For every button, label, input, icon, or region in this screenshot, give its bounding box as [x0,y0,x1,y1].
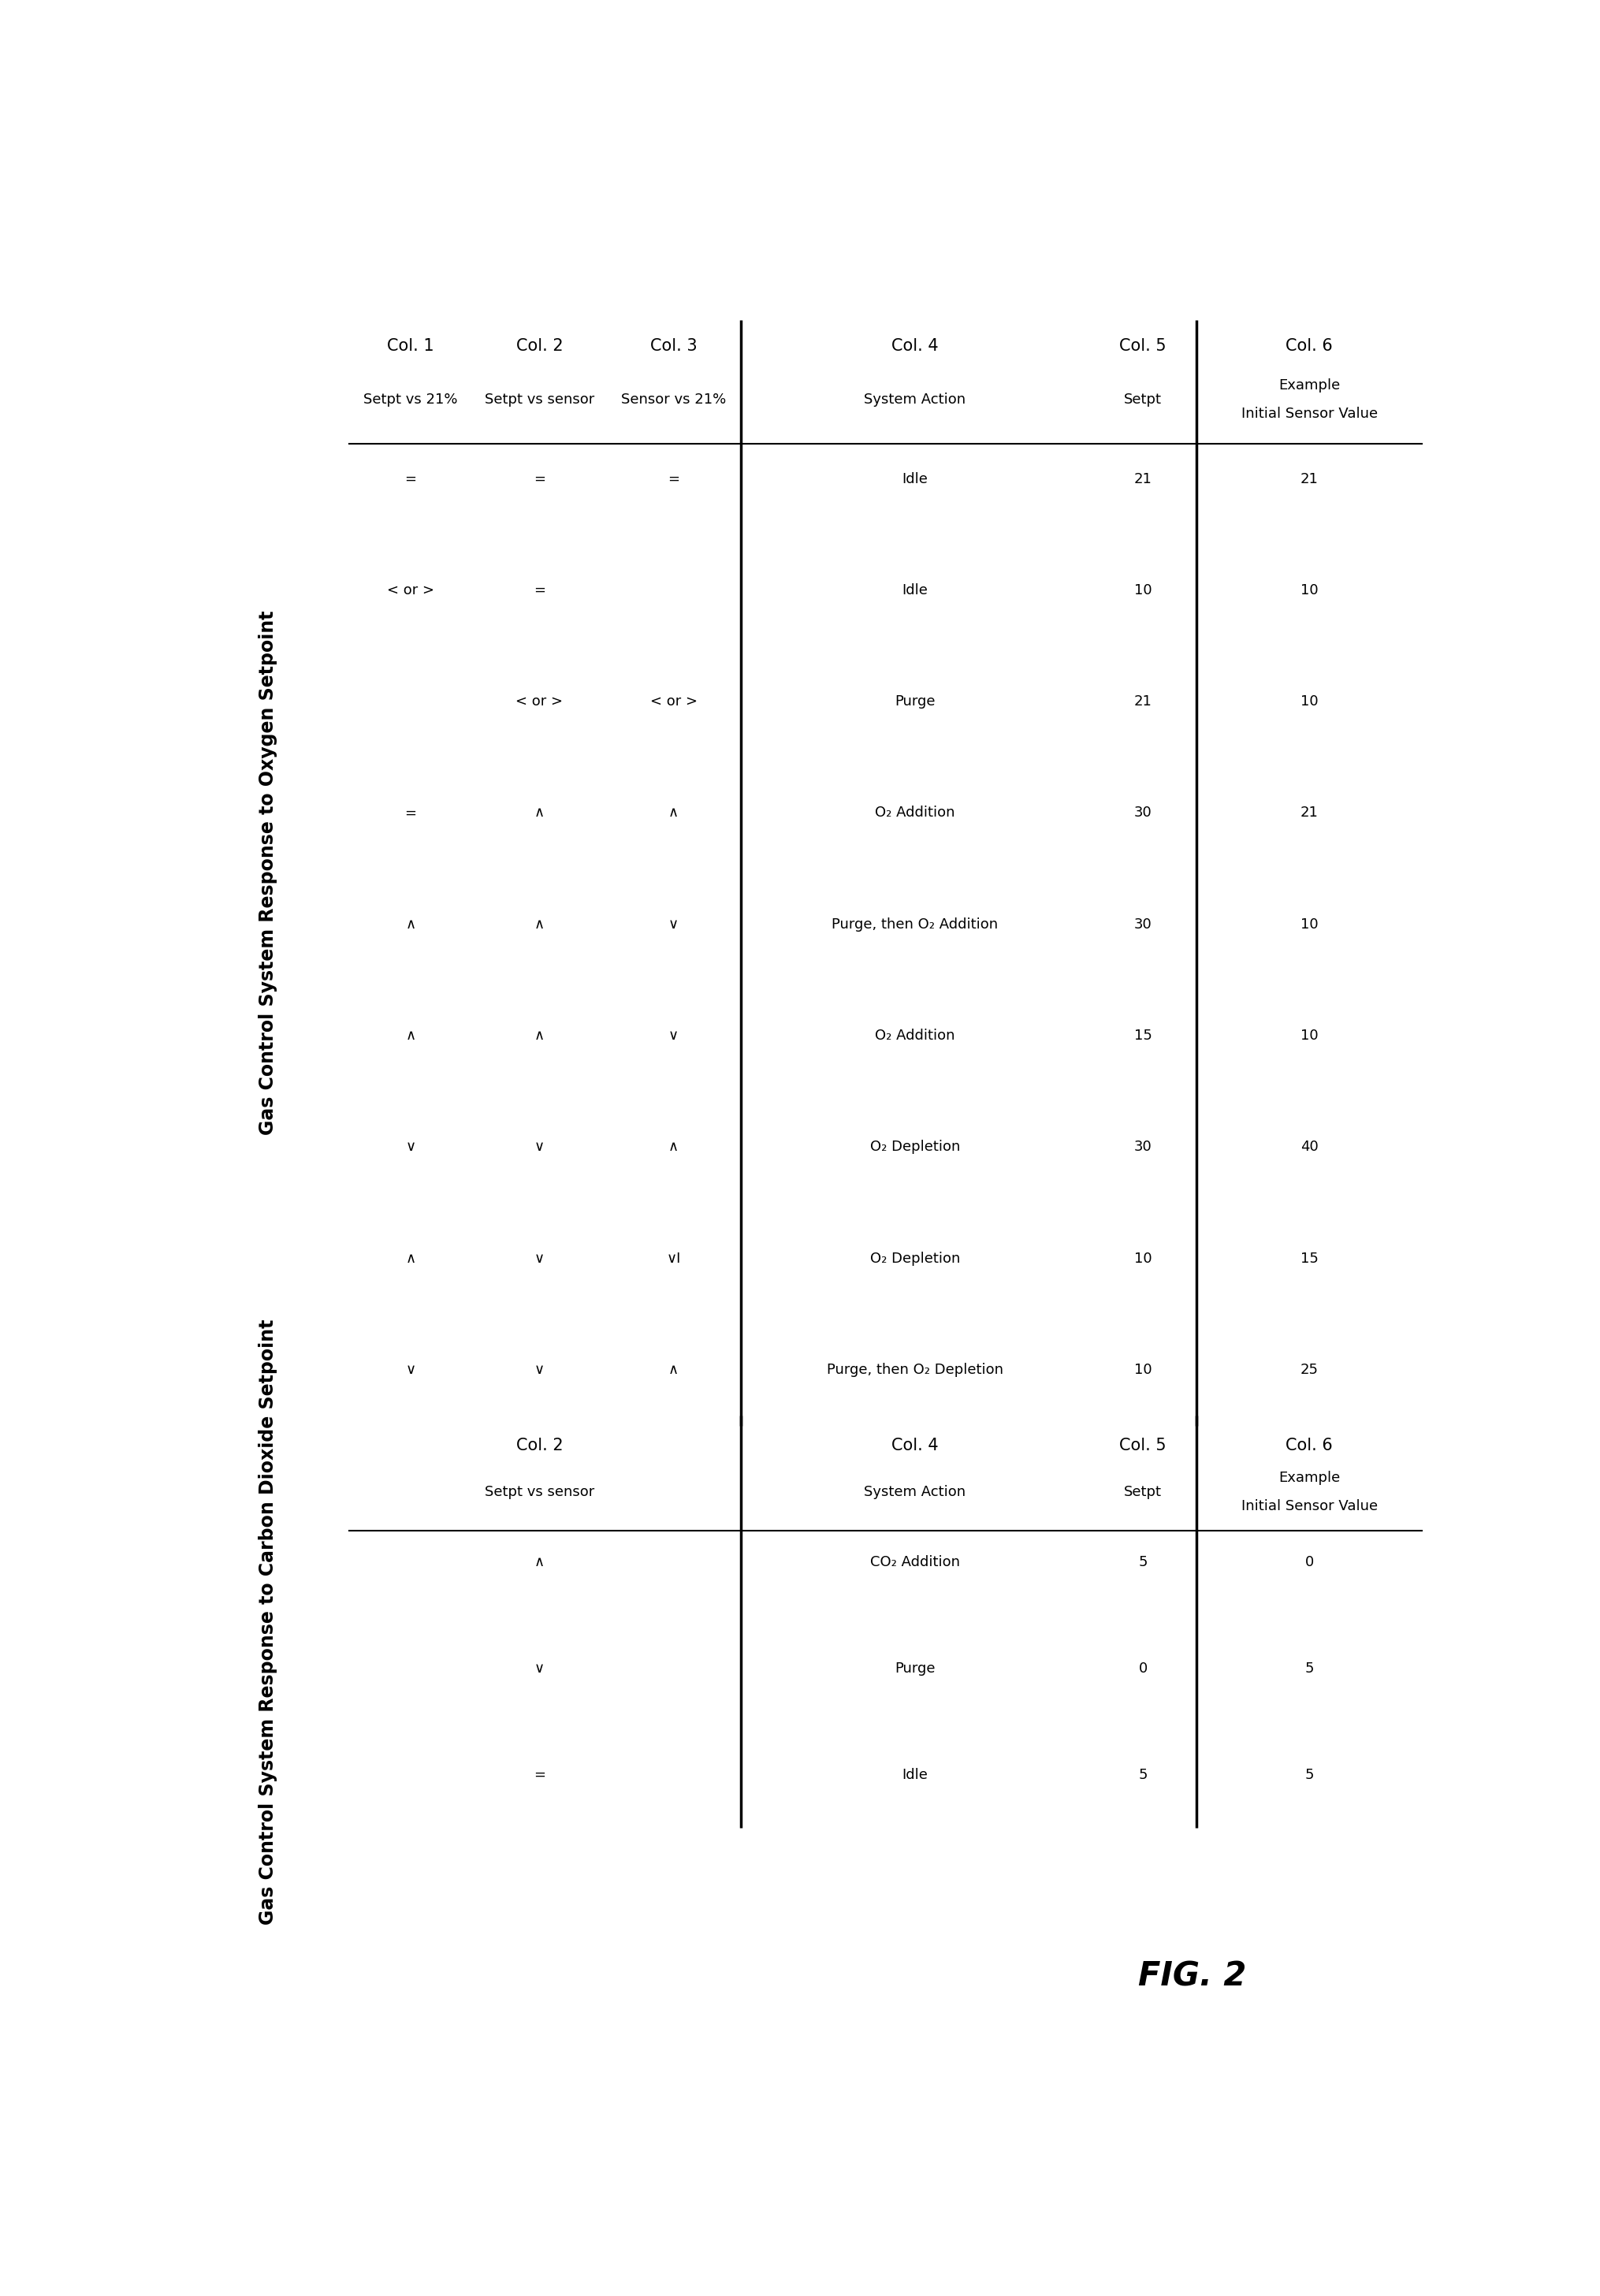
Text: 0: 0 [1138,1662,1147,1676]
Text: ∧: ∧ [534,1554,544,1570]
Text: System Action: System Action [864,1486,965,1499]
Text: Setpt vs sensor: Setpt vs sensor [485,1486,594,1499]
Text: Col. 3: Col. 3 [650,338,696,354]
Text: ∧: ∧ [669,1364,678,1378]
Text: 30: 30 [1133,1141,1152,1155]
Text: O₂ Depletion: O₂ Depletion [869,1251,960,1265]
Text: Col. 6: Col. 6 [1285,1437,1333,1453]
Text: Example: Example [1278,1472,1339,1486]
Text: ∧: ∧ [534,806,544,820]
Text: Setpt vs sensor: Setpt vs sensor [485,393,594,406]
Text: Col. 6: Col. 6 [1285,338,1333,354]
Text: ∨: ∨ [534,1662,544,1676]
Text: Col. 4: Col. 4 [891,338,938,354]
Text: Idle: Idle [902,1768,928,1782]
Text: 10: 10 [1134,1364,1152,1378]
Text: =: = [405,471,416,487]
Text: System Action: System Action [864,393,965,406]
Text: ∨: ∨ [669,918,678,932]
Text: ∧: ∧ [669,806,678,820]
Text: 10: 10 [1299,583,1318,597]
Text: =: = [533,1768,546,1782]
Text: CO₂ Addition: CO₂ Addition [870,1554,960,1570]
Text: Example: Example [1278,379,1339,393]
Text: 10: 10 [1299,918,1318,932]
Text: ∨: ∨ [405,1141,416,1155]
Text: ∨I: ∨I [666,1251,680,1265]
Text: 5: 5 [1138,1768,1147,1782]
Text: O₂ Addition: O₂ Addition [875,1029,955,1042]
Text: Col. 5: Col. 5 [1118,1437,1166,1453]
Text: Idle: Idle [902,583,928,597]
Text: =: = [533,471,546,487]
Text: Purge, then O₂ Depletion: Purge, then O₂ Depletion [826,1364,1003,1378]
Text: 15: 15 [1133,1029,1152,1042]
Text: 15: 15 [1299,1251,1318,1265]
Text: Setpt vs 21%: Setpt vs 21% [363,393,458,406]
Text: 21: 21 [1299,806,1318,820]
Text: 10: 10 [1299,693,1318,709]
Text: =: = [405,806,416,820]
Text: 30: 30 [1133,918,1152,932]
Text: 10: 10 [1134,583,1152,597]
Text: < or >: < or > [650,693,698,709]
Text: Col. 4: Col. 4 [891,1437,938,1453]
Text: Purge, then O₂ Addition: Purge, then O₂ Addition [832,918,998,932]
Text: Gas Control System Response to Oxygen Setpoint: Gas Control System Response to Oxygen Se… [259,611,278,1134]
Text: 5: 5 [1138,1554,1147,1570]
Text: ∧: ∧ [534,1029,544,1042]
Text: 5: 5 [1304,1768,1314,1782]
Text: 21: 21 [1299,471,1318,487]
Text: ∨: ∨ [534,1141,544,1155]
Text: 10: 10 [1299,1029,1318,1042]
Text: O₂ Addition: O₂ Addition [875,806,955,820]
Text: Col. 2: Col. 2 [515,1437,563,1453]
Text: =: = [667,471,678,487]
Text: Initial Sensor Value: Initial Sensor Value [1240,406,1378,420]
Text: Gas Control System Response to Carbon Dioxide Setpoint: Gas Control System Response to Carbon Di… [259,1318,278,1924]
Text: < or >: < or > [515,693,563,709]
Text: 10: 10 [1134,1251,1152,1265]
Text: FIG. 2: FIG. 2 [1138,1961,1246,1993]
Text: Purge: Purge [894,1662,934,1676]
Text: Col. 1: Col. 1 [387,338,434,354]
Text: ∨: ∨ [405,1364,416,1378]
Text: 0: 0 [1304,1554,1314,1570]
Text: ∧: ∧ [405,1251,416,1265]
Text: 25: 25 [1299,1364,1318,1378]
Text: ∨: ∨ [534,1364,544,1378]
Text: ∧: ∧ [669,1141,678,1155]
Text: 5: 5 [1304,1662,1314,1676]
Text: Idle: Idle [902,471,928,487]
Text: 40: 40 [1299,1141,1318,1155]
Text: Col. 2: Col. 2 [515,338,563,354]
Text: Sensor vs 21%: Sensor vs 21% [621,393,726,406]
Text: ∧: ∧ [405,1029,416,1042]
Text: Col. 5: Col. 5 [1118,338,1166,354]
Text: ∧: ∧ [405,918,416,932]
Text: 30: 30 [1133,806,1152,820]
Text: Setpt: Setpt [1123,393,1162,406]
Text: ∨: ∨ [534,1251,544,1265]
Text: O₂ Depletion: O₂ Depletion [869,1141,960,1155]
Text: 21: 21 [1133,693,1152,709]
Text: < or >: < or > [387,583,434,597]
Text: Setpt: Setpt [1123,1486,1162,1499]
Text: 21: 21 [1133,471,1152,487]
Text: Initial Sensor Value: Initial Sensor Value [1240,1499,1378,1513]
Text: ∨: ∨ [669,1029,678,1042]
Text: =: = [533,583,546,597]
Text: ∧: ∧ [534,918,544,932]
Text: Purge: Purge [894,693,934,709]
